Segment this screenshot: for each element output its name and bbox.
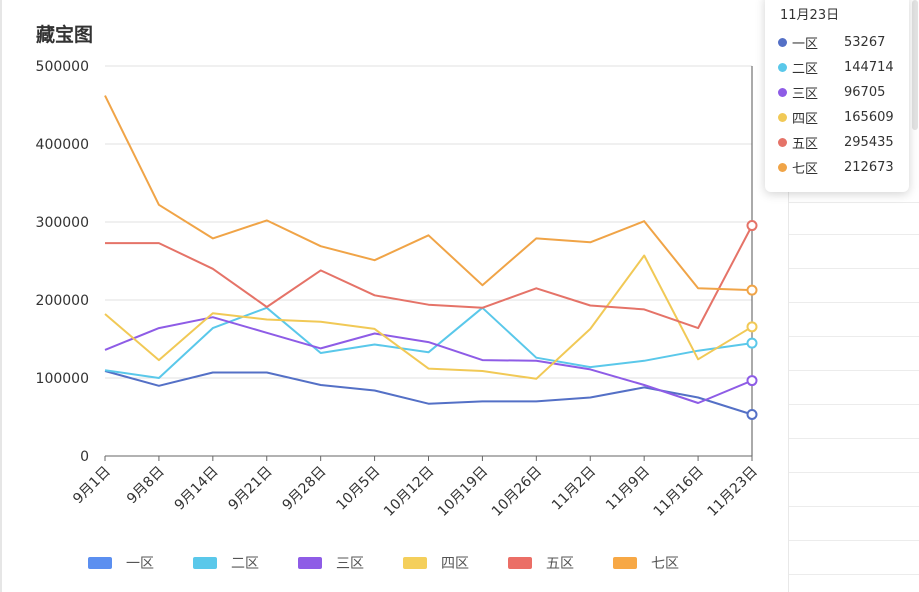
series-point [746, 321, 758, 333]
tooltip-series-name: 七区 [792, 162, 819, 177]
side-panel-row [789, 506, 919, 507]
tooltip-dot-icon [778, 163, 787, 172]
x-tick-label: 10月26日 [489, 464, 545, 520]
side-panel-row [789, 234, 919, 235]
tooltip-title: 11月23日 [780, 8, 840, 23]
legend-swatch-icon [403, 557, 427, 569]
chart-title: 藏宝图 [36, 24, 94, 46]
tooltip-dot-icon [778, 63, 787, 72]
x-tick-label: 11月2日 [549, 464, 599, 514]
series-line [105, 225, 753, 330]
tooltip-series-name: 四区 [792, 112, 819, 127]
chart-legend: 一区 二区 三区 四区 五区 七区 [88, 553, 718, 573]
x-tick-label: 9月1日 [70, 464, 114, 508]
tooltip-series-value: 144714 [844, 60, 894, 75]
y-tick-label: 500000 [36, 59, 89, 75]
tooltip-row: 七区 212673 [778, 158, 894, 177]
side-panel-row [789, 302, 919, 303]
series-point [746, 375, 758, 387]
tooltip-row: 二区 144714 [778, 58, 894, 77]
side-panel-row [789, 472, 919, 473]
legend-label: 一区 [126, 556, 154, 572]
tooltip-row: 三区 96705 [778, 83, 885, 102]
legend-item[interactable]: 七区 [613, 553, 718, 573]
side-panel-row [789, 438, 919, 439]
legend-label: 四区 [441, 556, 469, 572]
x-tick-label: 11月16日 [651, 464, 707, 520]
legend-item[interactable]: 五区 [508, 553, 613, 573]
legend-label: 二区 [231, 556, 259, 572]
side-panel-row [789, 540, 919, 541]
tooltip-dot-icon [778, 88, 787, 97]
series-line [104, 95, 753, 292]
y-tick-label: 300000 [36, 215, 89, 231]
series-point [746, 220, 758, 232]
legend-label: 三区 [336, 556, 364, 572]
tooltip-series-value: 295435 [844, 135, 894, 150]
tooltip-series-name: 三区 [792, 87, 819, 102]
legend-swatch-icon [88, 557, 112, 569]
legend-label: 七区 [651, 556, 679, 572]
legend-swatch-icon [508, 557, 532, 569]
series-line [104, 254, 753, 380]
tooltip-series-name: 二区 [792, 62, 819, 77]
tooltip-dot-icon [778, 138, 787, 147]
tooltip-series-value: 212673 [844, 160, 894, 175]
tooltip-row: 四区 165609 [778, 108, 894, 127]
x-tick-label: 10月5日 [333, 464, 383, 514]
x-tick-label: 9月8日 [124, 464, 168, 508]
legend-swatch-icon [613, 557, 637, 569]
side-panel-row [789, 574, 919, 575]
tooltip-series-name: 一区 [792, 37, 819, 52]
tooltip-series-name: 五区 [792, 137, 819, 152]
series-point [746, 284, 758, 296]
legend-item[interactable]: 三区 [298, 553, 403, 573]
legend-item[interactable]: 四区 [403, 553, 508, 573]
tooltip-dot-icon [778, 113, 787, 122]
x-tick-label: 9月14日 [172, 464, 222, 514]
x-tick-label: 11月9日 [603, 464, 653, 514]
x-tick-label: 10月12日 [381, 464, 437, 520]
series-point [746, 408, 758, 420]
tooltip-series-value: 165609 [844, 110, 894, 125]
side-panel-row [789, 336, 919, 337]
series-line [104, 370, 753, 416]
x-tick-label: 9月28日 [279, 464, 329, 514]
page-left-edge [0, 0, 2, 592]
legend-item[interactable]: 一区 [88, 553, 193, 573]
series-point [746, 337, 758, 349]
legend-swatch-icon [298, 557, 322, 569]
side-panel-scrollbar[interactable] [912, 0, 918, 130]
legend-swatch-icon [193, 557, 217, 569]
tooltip-series-value: 96705 [844, 85, 886, 100]
side-panel-row [789, 268, 919, 269]
chart-tooltip: 11月23日 一区 53267 二区 144714 三区 96705 四区 16… [765, 0, 909, 192]
legend-item[interactable]: 二区 [193, 553, 298, 573]
side-panel-row [789, 370, 919, 371]
x-tick-label: 11月23日 [705, 464, 761, 520]
y-tick-label: 0 [80, 449, 89, 465]
series-line [104, 306, 753, 379]
tooltip-series-value: 53267 [844, 35, 886, 50]
tooltip-dot-icon [778, 38, 787, 47]
side-panel-row [789, 404, 919, 405]
tooltip-row: 五区 295435 [778, 133, 894, 152]
legend-label: 五区 [546, 556, 574, 572]
tooltip-row: 一区 53267 [778, 33, 885, 52]
side-panel-row [789, 202, 919, 203]
x-tick-label: 9月21日 [226, 464, 276, 514]
series-line [104, 316, 753, 404]
y-tick-label: 400000 [36, 137, 89, 153]
y-tick-label: 100000 [36, 371, 89, 387]
x-tick-label: 10月19日 [435, 464, 491, 520]
y-tick-label: 200000 [36, 293, 89, 309]
